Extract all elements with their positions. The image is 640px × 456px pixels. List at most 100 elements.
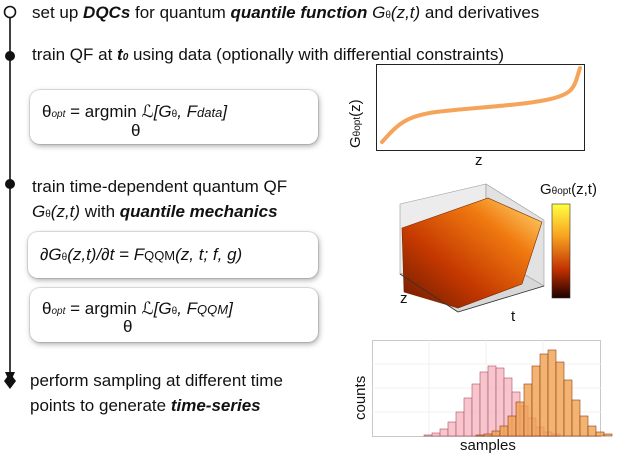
histogram-bar: [587, 425, 597, 437]
histogram-bar: [455, 411, 465, 437]
surface-tlabel: t: [511, 308, 516, 325]
g-args: (z,t): [50, 202, 81, 221]
argmin-under-theta: θ: [123, 317, 133, 336]
histogram-bar: [571, 399, 581, 437]
plot1-ylabel-args: (z): [347, 99, 364, 117]
time-series-term: time-series: [170, 396, 261, 415]
step-train-qf-post: using data (optionally with differential…: [128, 45, 505, 64]
surface-colorbar: [551, 203, 571, 299]
histogram-bar: [447, 421, 457, 437]
step-setup-post: and derivatives: [420, 3, 540, 22]
theta-sub: θ: [61, 252, 68, 263]
colorbar-label-sub: θopt: [551, 186, 572, 197]
with-text: with: [80, 202, 120, 221]
g-theta-sub: θ: [171, 109, 178, 120]
bracket-open: [G: [153, 102, 172, 121]
equation-qf-loss: θopt = argmin ℒ[Gθ, Fdata]: [42, 102, 227, 122]
g-theta-sub: θ: [171, 306, 178, 317]
histogram-bar: [515, 401, 525, 437]
colorbar-label: Gθopt(z,t): [540, 181, 597, 198]
plot1-ylabel-sub: θopt: [352, 116, 363, 137]
step-setup-text: set up DQCs for quantum quantile functio…: [32, 2, 539, 26]
equation-qqm: ∂Gθ(z,t)/∂t = FQQM(z, t; f, g): [40, 245, 242, 265]
step-train-time-line1: train time-dependent quantum QF: [32, 177, 288, 196]
g-symbol: G: [32, 202, 46, 221]
bracket-close: ]: [222, 102, 228, 121]
bracket-open: [G: [153, 299, 172, 318]
histogram-series-b: [475, 349, 613, 437]
plot1-ylabel-g: G: [347, 136, 364, 148]
step-setup-pre: set up: [32, 3, 84, 22]
histogram-bar: [555, 361, 565, 437]
dqcs-term: DQCs: [83, 3, 131, 22]
colorbar-label-g: G: [540, 181, 552, 198]
surface-body: [401, 197, 543, 309]
argmin-text: = argmin: [65, 299, 142, 318]
comma: ,: [177, 102, 187, 121]
histogram-xlabel: samples: [460, 437, 516, 454]
argmin-text: = argmin: [65, 102, 142, 121]
histogram-bar: [431, 432, 441, 437]
histogram-bar: [563, 379, 573, 437]
timeline-marker-train-qf: [5, 51, 15, 61]
colorbar-rect: [551, 203, 571, 299]
f-symbol: F: [133, 245, 145, 264]
bracket-close: ]: [228, 299, 233, 318]
timeline-start-marker: [3, 5, 17, 19]
histogram-bar: [579, 415, 589, 437]
equation-qqm-loss: θopt = argmin ℒ[Gθ, FQQM]: [42, 299, 233, 319]
step-train-qf-text: train QF at t0 using data (optionally wi…: [32, 44, 504, 68]
equation-box-qf-loss: [30, 90, 318, 144]
step-train-time-line2: Gθ(z,t) with quantile mechanics: [32, 201, 287, 225]
step-sampling-text: perform sampling at different time point…: [30, 370, 283, 416]
plot1-curve: [380, 66, 582, 144]
f-symbol: F: [186, 102, 198, 121]
histogram-ylabel: counts: [352, 375, 369, 420]
partial-g: ∂G: [40, 245, 62, 264]
histogram-bar: [523, 383, 533, 437]
theta-symbol: θ: [42, 102, 52, 121]
opt-sub: opt: [51, 109, 66, 120]
step-sampling-line1: perform sampling at different time: [30, 371, 283, 390]
plot1-ylabel: Gθopt(z): [347, 99, 364, 148]
theta-symbol: θ: [42, 299, 52, 318]
histogram-bar: [471, 383, 481, 437]
theta-sub: θ: [385, 10, 391, 21]
step-sampling-line2-pre: points to generate: [30, 396, 171, 415]
quantile-function-term: quantile function: [230, 3, 368, 22]
f-qqm-sub: QQM: [144, 248, 176, 263]
histogram-bar: [439, 428, 449, 437]
surface-axis-t: [457, 285, 545, 313]
histogram-bar: [547, 349, 557, 437]
histogram-bar: [491, 430, 501, 437]
theta-sub: θ: [45, 209, 51, 220]
histogram-bar: [487, 365, 497, 437]
step-train-time-text: train time-dependent quantum QF Gθ(z,t) …: [32, 176, 287, 225]
plot1-xlabel: z: [475, 152, 483, 169]
histogram-bar: [539, 353, 549, 437]
t-sub: 0: [122, 52, 129, 63]
loss-symbol: ℒ: [141, 299, 154, 318]
f-qqm-sub: QQM: [197, 302, 229, 317]
histogram-bar: [531, 365, 541, 437]
histogram-bar: [423, 434, 433, 437]
opt-sub: opt: [51, 306, 66, 317]
g-args: (z,t): [390, 3, 421, 22]
histogram-bar: [499, 425, 509, 437]
histogram-bar: [595, 431, 605, 437]
step-train-qf-pre: train QF at: [32, 45, 118, 64]
loss-symbol: ℒ: [141, 102, 154, 121]
histogram-plot: [372, 340, 613, 437]
f-symbol: F: [186, 299, 198, 318]
eq2-rhs: (z, t; f, g): [175, 245, 243, 264]
eq2-lhs-rest: (z,t)/∂t =: [67, 245, 134, 264]
surface-axis-z: [399, 273, 459, 313]
histogram-bar: [483, 433, 493, 437]
colorbar-label-args: (z,t): [571, 181, 597, 198]
quantile-mechanics-term: quantile mechanics: [119, 202, 278, 221]
histogram-bar: [507, 415, 517, 437]
step-sampling-line2: points to generate time-series: [30, 395, 283, 416]
step-setup-mid: for quantum: [130, 3, 231, 22]
histogram-bar: [479, 371, 489, 437]
